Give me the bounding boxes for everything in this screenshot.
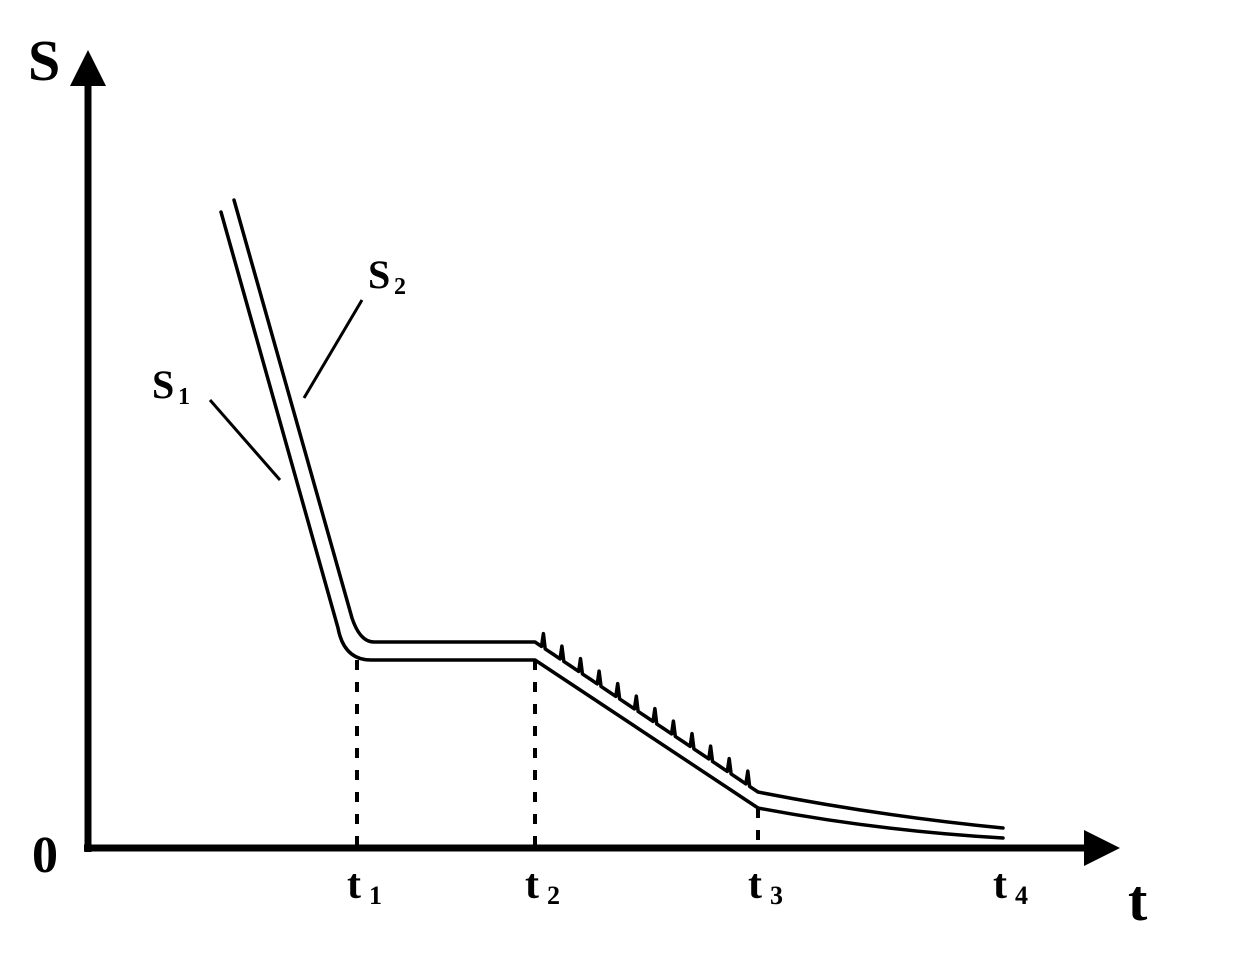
tick-label-t1: t1	[347, 862, 382, 910]
tick-label-sub: 1	[369, 881, 382, 910]
tick-label-sub: 3	[770, 881, 783, 910]
tick-label-t3: t3	[748, 862, 783, 910]
leader-line-s2	[304, 300, 362, 398]
y-axis-label: S	[28, 28, 60, 93]
series-label-base: S	[152, 362, 174, 407]
series-label-s2: S2	[368, 252, 406, 300]
y-axis-arrow-icon	[70, 50, 106, 86]
st-chart: St0t1t2t3t4S1S2	[0, 0, 1240, 966]
x-axis-label: t	[1128, 868, 1148, 933]
series-label-sub: 2	[394, 274, 406, 300]
tick-label-sub: 4	[1015, 881, 1028, 910]
tick-label-base: t	[748, 862, 762, 908]
series-label-s1: S1	[152, 362, 190, 410]
series-s2-line	[234, 200, 1003, 828]
tick-label-t4: t4	[993, 862, 1028, 910]
tick-label-sub: 2	[547, 881, 560, 910]
tick-label-base: t	[993, 862, 1007, 908]
x-axis-arrow-icon	[1084, 830, 1120, 866]
series-s1-line	[221, 212, 1003, 838]
leader-line-s1	[210, 400, 280, 480]
tick-label-base: t	[525, 862, 539, 908]
series-label-sub: 1	[178, 384, 190, 410]
origin-label: 0	[32, 827, 58, 884]
tick-label-base: t	[347, 862, 361, 908]
series-label-base: S	[368, 252, 390, 297]
tick-label-t2: t2	[525, 862, 560, 910]
